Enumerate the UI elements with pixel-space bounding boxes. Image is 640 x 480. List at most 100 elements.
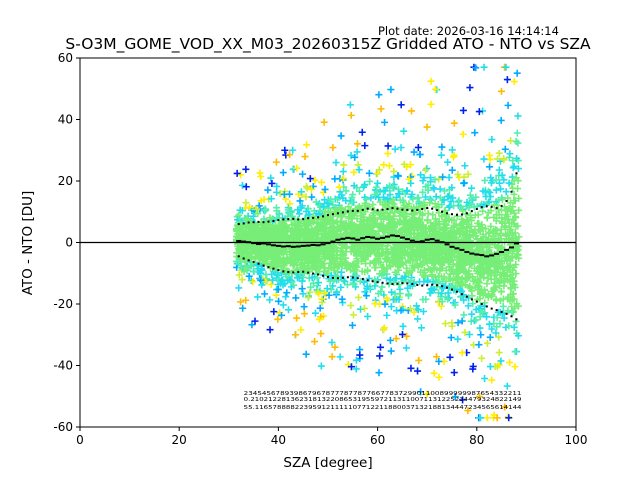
stat-marker [389,234,395,237]
scatter-point [320,226,328,234]
stat-marker [335,238,341,241]
stat-marker [470,298,473,301]
scatter-point [449,248,457,256]
scatter-point [486,189,494,197]
scatter-point [490,201,498,209]
scatter-point [294,227,302,235]
scatter-point [347,363,355,371]
stat-marker [336,212,339,215]
stat-marker [237,255,240,258]
scatter-point [476,287,484,295]
stat-marker [485,305,488,308]
scatter-point [296,221,304,229]
x-tick-label: 80 [469,433,484,447]
scatter-point [377,242,385,250]
scatter-point [274,315,282,323]
stat-marker [460,213,463,216]
scatter-point [282,225,290,233]
scatter-point [481,176,489,184]
scatter-point [489,232,497,240]
scatter-point [425,224,433,232]
scatter-point [485,228,493,236]
scatter-point [328,338,336,346]
series-mean-std [237,172,518,226]
scatter-point [315,315,323,323]
scatter-point [469,300,477,308]
stat-marker [356,209,359,212]
scatter-point [303,141,311,149]
scatter-point [417,324,425,332]
scatter-point [461,162,469,170]
scatter-point [269,276,277,284]
scatter-point [395,259,403,267]
scatter-point [272,222,280,230]
scatter-point [248,321,256,329]
scatter-point [383,222,391,230]
stat-marker [426,207,429,210]
scatter-point [338,268,345,276]
scatter-point [485,255,493,263]
scatter-point [375,91,383,99]
stat-marker [272,219,275,222]
stat-marker [361,208,364,211]
scatter-point [420,268,428,276]
stat-marker [474,253,480,256]
scatter-point [365,169,373,177]
stat-marker [381,208,384,211]
stat-marker [355,238,361,241]
stat-marker [376,209,379,212]
scatter-point [235,284,243,292]
scatter-point [514,332,522,340]
scatter-point [347,248,355,256]
stat-marker [265,243,271,246]
scatter-point [464,170,472,178]
scatter-point [257,269,265,277]
stat-marker [280,245,286,248]
scatter-point [495,149,503,157]
scatter-point [254,293,262,301]
scatter-point [293,164,301,172]
stat-marker [242,222,245,225]
scatter-point [348,194,356,202]
scatter-point [387,263,395,271]
scatter-point [267,280,275,288]
stat-marker [236,239,242,242]
stat-marker [479,254,485,257]
scatter-point [379,193,387,201]
scatter-point [253,253,261,261]
scatter-point [414,315,422,323]
scatter-point [471,129,479,137]
scatter-point [398,252,406,260]
scatter-point [238,181,246,189]
scatter-point [445,263,453,271]
scatter-point [446,253,454,261]
scatter-point [355,293,363,301]
scatter-point [484,209,492,217]
scatter-point [514,222,522,230]
scatter-point [444,158,452,166]
scatter-point [426,289,434,297]
scatter-point [419,177,427,185]
scatter-point [369,201,377,209]
scatter-point [515,302,523,310]
scatter-point [470,203,478,211]
stat-marker [277,269,280,272]
stat-marker [406,208,409,211]
scatter-point [430,369,438,377]
scatter-point [296,197,304,205]
scatter-point [478,244,486,252]
scatter-point [257,276,265,284]
stat-marker [327,275,329,278]
scatter-point [341,257,349,265]
scatter-point [310,262,318,270]
scatter-point [437,151,445,159]
stat-marker [366,207,369,210]
stat-marker [331,276,334,279]
scatter-point [381,212,389,220]
scatter-point [483,414,491,422]
stat-marker [494,252,500,255]
scatter-point [402,219,410,227]
stat-marker [241,240,247,243]
scatter-point [371,264,379,272]
scatter-point [468,194,476,202]
